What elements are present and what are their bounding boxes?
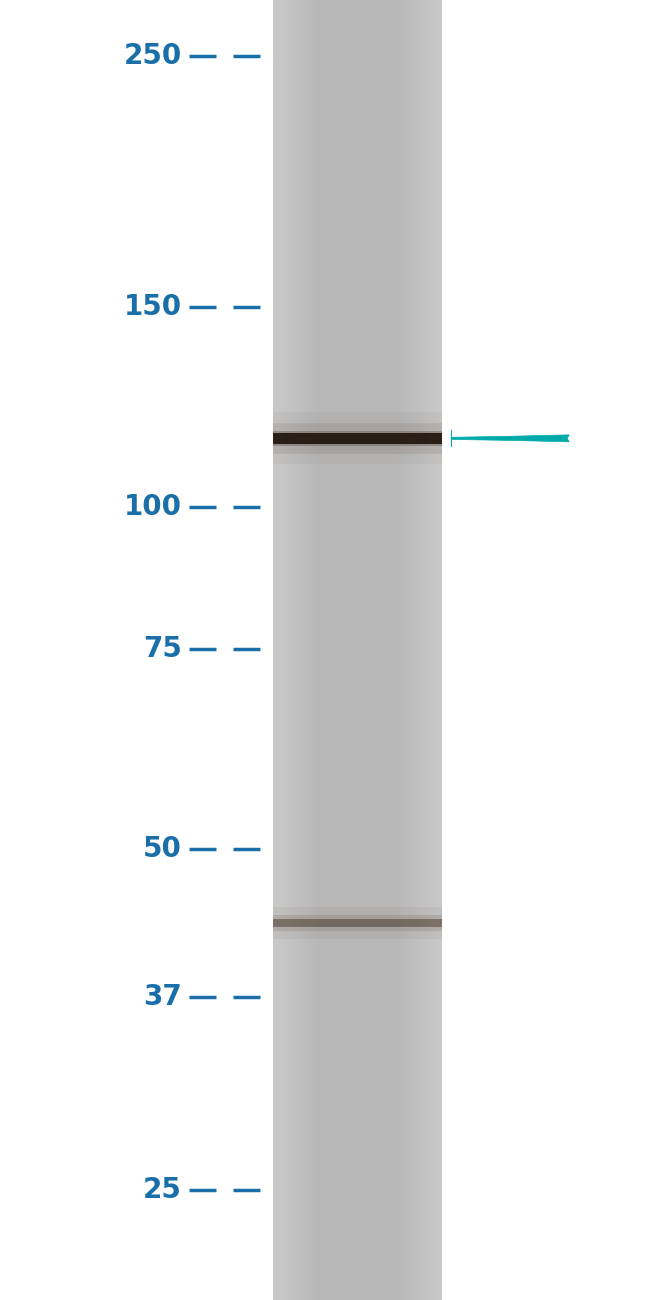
Bar	[318, 0, 396, 1300]
Bar	[273, 430, 442, 446]
Bar	[311, 0, 404, 1300]
Bar	[291, 0, 424, 1300]
Bar	[286, 0, 430, 1300]
Text: 50: 50	[143, 835, 182, 863]
Bar	[283, 0, 432, 1300]
Bar	[316, 0, 399, 1300]
Bar	[301, 0, 414, 1300]
Bar	[321, 0, 394, 1300]
Bar	[273, 422, 442, 454]
Text: 25: 25	[143, 1176, 182, 1204]
Bar	[273, 433, 442, 443]
Text: 75: 75	[143, 634, 182, 663]
Bar	[273, 915, 442, 931]
Bar	[288, 0, 427, 1300]
Bar	[276, 0, 439, 1300]
Text: 250: 250	[124, 42, 182, 70]
Bar	[273, 907, 442, 939]
Bar	[273, 0, 442, 1300]
Bar	[298, 0, 417, 1300]
Bar	[304, 0, 411, 1300]
Text: 37: 37	[143, 983, 182, 1011]
Bar	[281, 0, 434, 1300]
Bar	[278, 0, 437, 1300]
Bar	[309, 0, 406, 1300]
Bar	[296, 0, 419, 1300]
Bar	[306, 0, 409, 1300]
Text: 100: 100	[124, 493, 182, 521]
Bar	[273, 919, 442, 927]
Bar	[313, 0, 402, 1300]
Bar	[293, 0, 422, 1300]
Bar	[273, 412, 442, 464]
Text: 150: 150	[124, 294, 182, 321]
Bar	[273, 0, 442, 1300]
